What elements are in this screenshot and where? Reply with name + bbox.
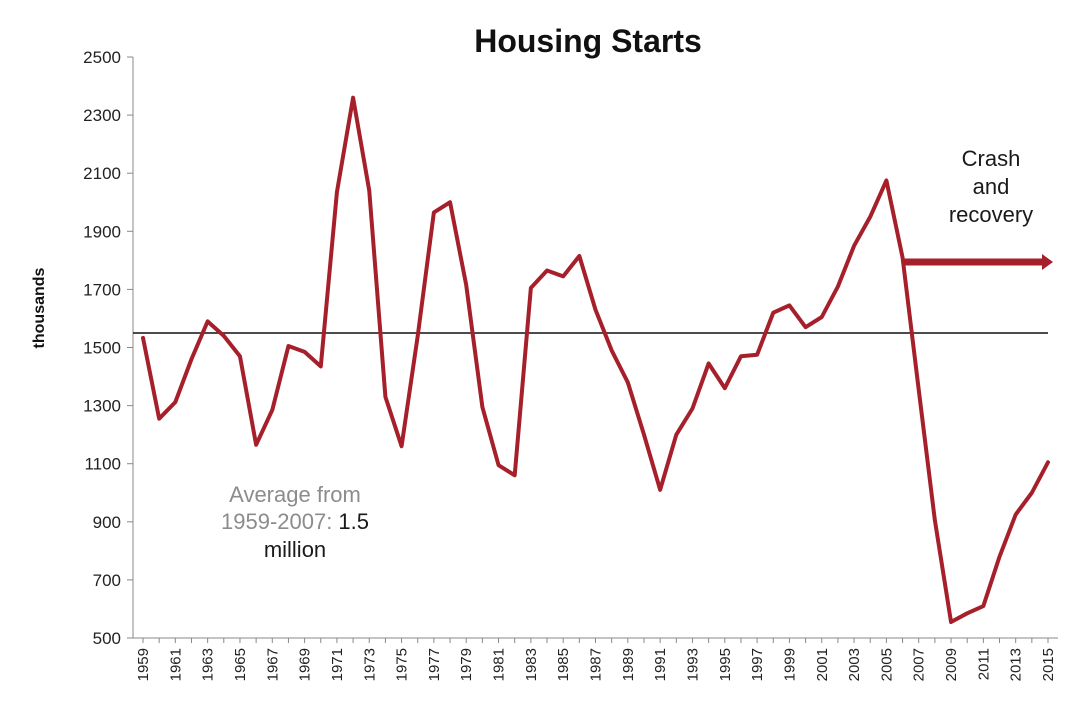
crash-annotation-line1: Crash [962, 146, 1021, 171]
series-group [141, 95, 1050, 625]
x-tick-label: 2013 [1008, 648, 1025, 681]
x-tick-label: 1977 [426, 648, 443, 681]
y-tick-label: 1100 [84, 455, 121, 474]
x-tick-label: 1987 [588, 648, 605, 681]
x-tick-label: 1969 [297, 648, 314, 681]
x-tick-label: 1973 [361, 648, 378, 681]
x-tick-label: 1991 [652, 648, 669, 681]
x-tick-label: 1981 [491, 648, 508, 681]
x-tick-label: 2003 [846, 648, 863, 681]
x-tick-label: 1967 [264, 648, 281, 681]
x-tick-label: 2005 [878, 648, 895, 681]
y-tick-label: 2300 [83, 106, 121, 125]
y-tick-label: 1700 [83, 280, 121, 299]
x-tick-label: 1989 [620, 648, 637, 681]
x-tick-label: 1961 [167, 648, 184, 681]
x-tick-label: 1983 [523, 648, 540, 681]
x-tick-label: 1993 [684, 648, 701, 681]
y-tick-label: 2500 [83, 48, 121, 67]
x-tick-label: 2009 [943, 648, 960, 681]
average-annotation-line2: 1959-2007: 1.5 [221, 509, 369, 534]
x-axis: 1959 1961 1963 1965 1967 1969 1971 1973 1975 1977… [133, 637, 1058, 681]
x-tick-label: 1995 [717, 648, 734, 681]
crash-annotation-line2: and [973, 174, 1010, 199]
x-tick-label: 1997 [749, 648, 766, 681]
x-tick-label: 1979 [458, 648, 475, 681]
y-tick-label: 2100 [83, 164, 121, 183]
y-tick-label: 1300 [83, 397, 121, 416]
crash-arrow-head [1042, 254, 1053, 270]
x-tick-label: 1985 [555, 648, 572, 681]
x-tick-label: 1965 [232, 648, 249, 681]
average-annotation-period: 1959-2007: [221, 509, 332, 534]
x-tick-label: 1999 [781, 648, 798, 681]
x-tick-label: 1963 [200, 648, 217, 681]
y-tick-label: 900 [93, 513, 121, 532]
crash-annotation-line3: recovery [949, 202, 1033, 227]
chart-title: Housing Starts [474, 23, 702, 59]
average-annotation-unit: million [264, 537, 326, 562]
x-tick-label: 1975 [394, 648, 411, 681]
y-axis-label: thousands [31, 267, 48, 348]
y-tick-label: 1900 [83, 222, 121, 241]
x-tick-label: 2001 [814, 648, 831, 681]
y-tick-label: 700 [93, 571, 121, 590]
y-tick-label: 1500 [83, 339, 121, 358]
x-tick-label: 2011 [975, 648, 992, 680]
average-annotation-line1: Average from [229, 482, 361, 507]
x-tick-label: 1959 [135, 648, 152, 681]
x-tick-label: 1971 [329, 648, 346, 681]
x-tick-label: 2015 [1040, 648, 1057, 681]
x-tick-label: 2007 [911, 648, 928, 681]
y-tick-label: 500 [93, 629, 121, 648]
annotations: Average from 1959-2007: 1.5 million Crash… [221, 146, 1053, 562]
average-annotation-value: 1.5 [338, 509, 369, 534]
y-axis: 500 700 900 1100 1300 1500 1700 1900 2100 2300 250… [83, 48, 134, 648]
